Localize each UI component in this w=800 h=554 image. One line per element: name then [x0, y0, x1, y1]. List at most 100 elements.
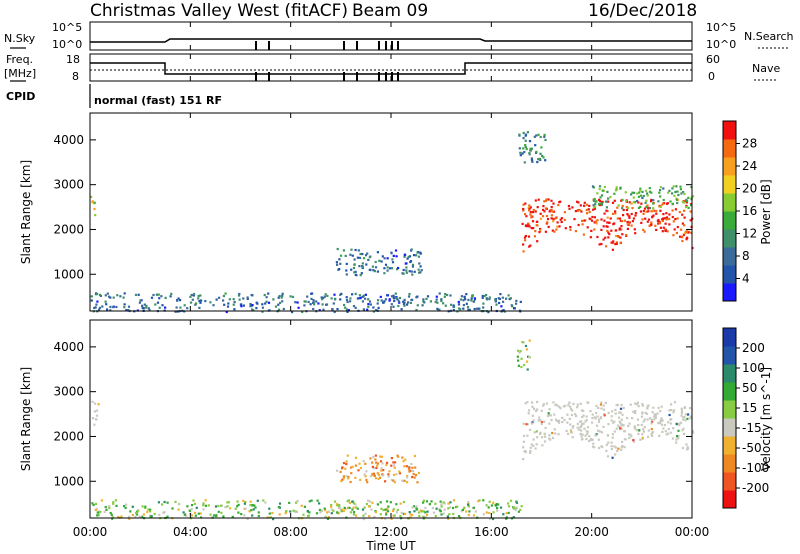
- colorbar-swatch: [723, 247, 736, 266]
- heatmap-cell: [243, 514, 246, 517]
- heatmap-cell: [581, 433, 584, 436]
- heatmap-cell: [195, 506, 198, 509]
- heatmap-cell: [530, 159, 534, 162]
- heatmap-cell: [460, 510, 463, 513]
- heatmap-cell: [495, 503, 498, 506]
- heatmap-cell: [634, 402, 637, 405]
- heatmap-cell: [442, 302, 445, 305]
- heatmap-cell: [115, 504, 118, 507]
- heatmap-cell: [134, 293, 138, 296]
- heatmap-cell: [372, 456, 375, 459]
- heatmap-cell: [302, 513, 305, 516]
- y-tick-label: 3000: [53, 385, 84, 399]
- heatmap-cell: [204, 300, 207, 303]
- heatmap-cell: [676, 201, 679, 205]
- heatmap-cell: [534, 199, 537, 202]
- heatmap-cell: [630, 193, 633, 196]
- heatmap-cell: [447, 502, 450, 505]
- heatmap-cell: [633, 228, 636, 231]
- heatmap-cell: [669, 431, 672, 434]
- heatmap-cell: [544, 159, 547, 162]
- heatmap-cell: [444, 293, 447, 296]
- heatmap-cell: [599, 403, 602, 406]
- heatmap-cell: [365, 263, 368, 266]
- heatmap-cell: [458, 515, 461, 518]
- heatmap-cell: [531, 401, 534, 404]
- heatmap-cell: [681, 201, 684, 204]
- power-y-axis-label: Slant Range [km]: [19, 160, 33, 264]
- heatmap-cell: [186, 505, 189, 508]
- heatmap-cell: [579, 432, 582, 435]
- heatmap-cell: [95, 303, 98, 306]
- heatmap-cell: [236, 500, 239, 503]
- heatmap-cell: [558, 201, 561, 204]
- heatmap-cell: [641, 190, 644, 193]
- heatmap-cell: [392, 479, 395, 482]
- heatmap-cell: [246, 297, 249, 300]
- heatmap-cell: [631, 220, 634, 223]
- heatmap-cell: [217, 504, 220, 508]
- colorbar-swatch: [723, 382, 736, 401]
- heatmap-cell: [277, 303, 280, 306]
- heatmap-cell: [650, 422, 653, 425]
- heatmap-cell: [610, 241, 613, 244]
- heatmap-cell: [606, 221, 609, 224]
- heatmap-cell: [492, 501, 495, 504]
- heatmap-cell: [524, 402, 527, 405]
- heatmap-cell: [575, 415, 578, 418]
- nsky-label: N.Sky: [4, 32, 36, 45]
- heatmap-cell: [414, 474, 418, 477]
- heatmap-cell: [667, 432, 670, 435]
- heatmap-cell: [650, 428, 653, 431]
- heatmap-cell: [507, 505, 511, 508]
- heatmap-cell: [529, 149, 532, 152]
- heatmap-cell: [613, 430, 616, 433]
- heatmap-cell: [383, 257, 386, 260]
- heatmap-cell: [675, 423, 678, 426]
- heatmap-cell: [349, 300, 352, 303]
- heatmap-cell: [547, 225, 550, 228]
- heatmap-cell: [152, 293, 155, 297]
- colorbar-swatch: [723, 157, 736, 176]
- heatmap-cell: [409, 301, 412, 304]
- heatmap-cell: [644, 201, 647, 204]
- heatmap-cell: [671, 192, 674, 195]
- heatmap-cell: [542, 205, 545, 208]
- heatmap-cell: [549, 438, 552, 441]
- heatmap-cell: [465, 302, 468, 305]
- heatmap-cell: [414, 466, 417, 469]
- heatmap-cell: [115, 305, 118, 309]
- heatmap-cell: [605, 225, 608, 228]
- heatmap-cell: [349, 253, 352, 256]
- heatmap-cell: [675, 231, 678, 235]
- heatmap-cell: [601, 200, 605, 203]
- heatmap-cell: [257, 511, 260, 514]
- plot-title: Christmas Valley West (fitACF): [90, 1, 348, 21]
- heatmap-cell: [303, 300, 306, 303]
- heatmap-cell: [658, 222, 661, 225]
- heatmap-cell: [219, 504, 223, 507]
- heatmap-cell: [126, 309, 129, 312]
- heatmap-cell: [650, 200, 653, 203]
- heatmap-cell: [563, 419, 566, 422]
- heatmap-cell: [327, 510, 330, 513]
- heatmap-cell: [607, 200, 610, 203]
- heatmap-cell: [249, 305, 252, 308]
- heatmap-cell: [388, 298, 391, 301]
- heatmap-cell: [481, 296, 484, 299]
- heatmap-cell: [659, 209, 662, 212]
- nsearch-tick-bottom: 10^0: [706, 38, 736, 51]
- freq-label-line2: [MHz]: [4, 67, 36, 80]
- heatmap-cell: [288, 501, 291, 504]
- heatmap-cell: [524, 139, 527, 142]
- heatmap-cell: [289, 510, 292, 513]
- heatmap-cell: [678, 423, 681, 427]
- heatmap-cell: [422, 298, 425, 301]
- heatmap-cell: [611, 456, 614, 459]
- heatmap-cell: [94, 502, 97, 505]
- heatmap-cell: [583, 219, 586, 222]
- heatmap-cell: [617, 447, 620, 450]
- heatmap-cell: [339, 508, 342, 511]
